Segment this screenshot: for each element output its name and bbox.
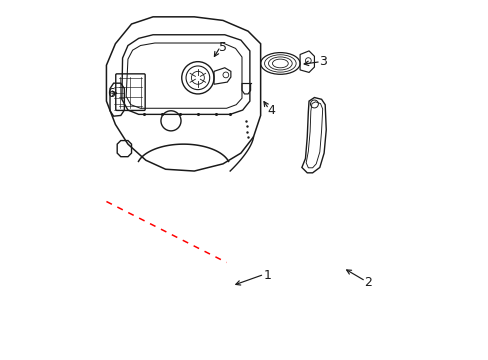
- Text: 4: 4: [267, 104, 275, 117]
- Text: 1: 1: [264, 269, 271, 282]
- Text: 3: 3: [319, 55, 326, 68]
- Text: 2: 2: [364, 276, 371, 289]
- Text: 5: 5: [219, 41, 226, 54]
- Text: 6: 6: [107, 87, 115, 100]
